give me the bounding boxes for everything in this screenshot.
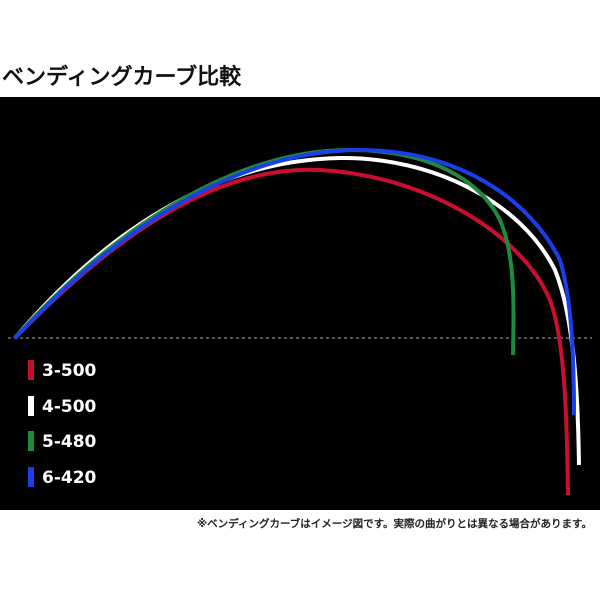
legend-label: 5-480	[42, 432, 97, 452]
legend-swatch	[28, 396, 34, 416]
panel	[0, 97, 600, 510]
curve	[13, 147, 576, 416]
legend-swatch	[28, 467, 34, 487]
legend: 3-500 4-500 5-480 6-420	[28, 360, 97, 488]
title: ベンディングカーブ比較	[2, 64, 242, 90]
legend-swatch	[28, 431, 34, 451]
legend-label: 6-420	[42, 468, 97, 488]
legend-swatch	[28, 360, 34, 380]
footnote: ※ベンディングカーブはイメージ図です。実際の曲がりとは異なる場合があります。	[197, 517, 592, 530]
legend-label: 3-500	[42, 361, 97, 381]
legend-label: 4-500	[42, 397, 97, 417]
